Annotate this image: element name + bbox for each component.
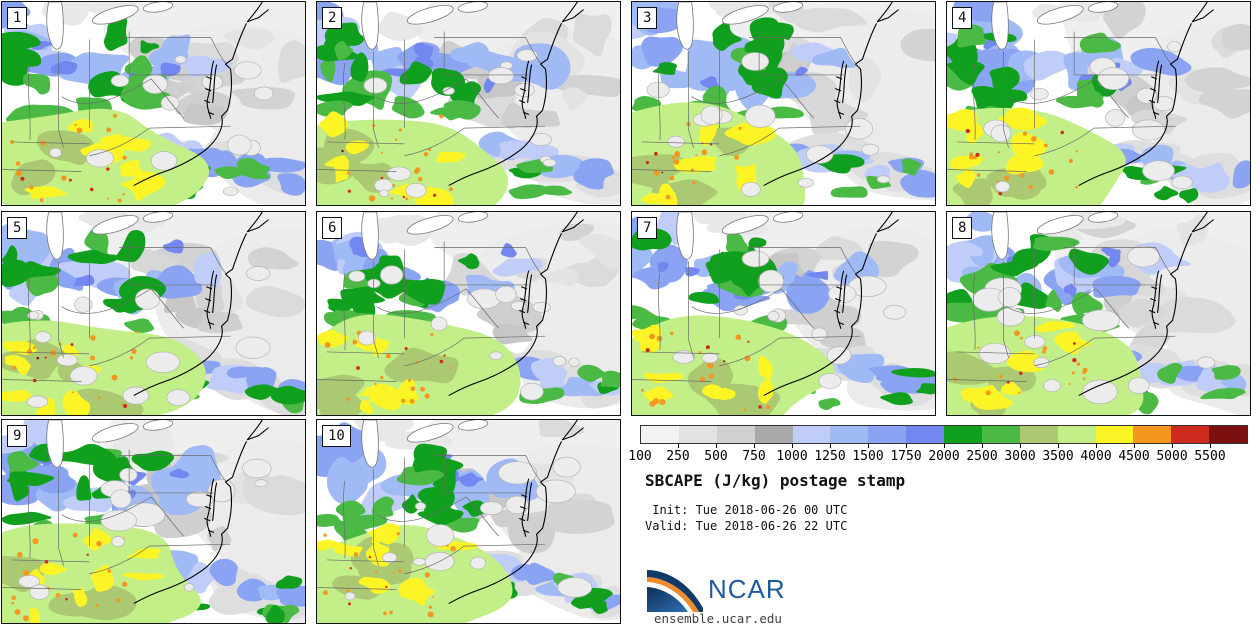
colorbar-tick-label: 5500 — [1194, 449, 1226, 464]
colorbar-tick — [716, 444, 717, 448]
colorbar-segment — [1209, 426, 1247, 443]
cape-map — [947, 2, 1250, 205]
colorbar-tick-label: 2500 — [966, 449, 998, 464]
ensemble-member-panel[interactable]: 3 — [631, 1, 936, 206]
colorbar-segment — [1133, 426, 1172, 443]
colorbar-tick-label: 500 — [704, 449, 728, 464]
colorbar-tick-label: 250 — [666, 449, 690, 464]
colorbar-tick-label: 2000 — [928, 449, 960, 464]
valid-time: Valid: Tue 2018-06-26 22 UTC — [645, 519, 848, 533]
ensemble-member-panel[interactable]: 8 — [946, 211, 1251, 416]
colorbar-tick-label: 1000 — [776, 449, 808, 464]
ensemble-member-panel[interactable]: 2 — [316, 1, 621, 206]
colorbar-tick — [1172, 444, 1173, 448]
member-number-badge: 4 — [952, 7, 973, 29]
member-number: 8 — [958, 220, 967, 236]
ncar-logo-text: NCAR — [708, 574, 786, 604]
cape-map — [2, 2, 305, 205]
colorbar-tick — [1210, 444, 1211, 448]
colorbar-tick — [868, 444, 869, 448]
colorbar-tick-label: 5000 — [1156, 449, 1188, 464]
cape-map — [2, 420, 305, 623]
colorbar-tick — [1020, 444, 1021, 448]
colorbar-tick-label: 3500 — [1042, 449, 1074, 464]
member-number-badge: 10 — [322, 425, 351, 447]
member-number-badge: 7 — [637, 217, 658, 239]
colorbar-segment — [641, 426, 679, 443]
colorbar-tick-label: 750 — [742, 449, 766, 464]
member-number-badge: 9 — [7, 425, 28, 447]
ensemble-member-panel[interactable]: 6 — [316, 211, 621, 416]
member-number-badge: 5 — [7, 217, 28, 239]
ensemble-member-panel[interactable]: 7 — [631, 211, 936, 416]
colorbar-tick — [1134, 444, 1135, 448]
colorbar-tick — [982, 444, 983, 448]
ensemble-member-panel[interactable]: 4 — [946, 1, 1251, 206]
colorbar-segment — [678, 426, 717, 443]
member-number-badge: 8 — [952, 217, 973, 239]
colorbar-segment — [1057, 426, 1096, 443]
member-number: 6 — [328, 220, 337, 236]
colorbar-segment — [1019, 426, 1058, 443]
colorbar-tick — [944, 444, 945, 448]
colorbar-tick — [754, 444, 755, 448]
colorbar-segment — [1095, 426, 1134, 443]
colorbar-segment — [716, 426, 755, 443]
member-number: 1 — [13, 10, 22, 26]
cape-map — [2, 212, 305, 415]
member-number-badge: 3 — [637, 7, 658, 29]
legend-panel: 100 250 500 750 1000 1250 1500 1750 2000 2500 3000… — [628, 419, 1252, 627]
ensemble-member-panel[interactable]: 9 — [1, 419, 306, 624]
site-url: ensemble.ucar.edu — [654, 611, 782, 626]
colorbar-tick — [792, 444, 793, 448]
colorbar-tick-label: 3000 — [1004, 449, 1036, 464]
cape-map — [632, 2, 935, 205]
colorbar-segment — [1171, 426, 1210, 443]
colorbar-tick — [830, 444, 831, 448]
member-number: 3 — [643, 10, 652, 26]
product-title: SBCAPE (J/kg) postage stamp — [645, 471, 906, 490]
colorbar-segment — [868, 426, 907, 443]
init-time: Init: Tue 2018-06-26 00 UTC — [645, 503, 848, 517]
colorbar-tick-label: 100 — [628, 449, 652, 464]
ensemble-member-panel[interactable]: 10 — [316, 419, 621, 624]
ncar-logo: NCAR — [646, 566, 886, 612]
ensemble-member-panel[interactable]: 5 — [1, 211, 306, 416]
cape-map — [317, 420, 620, 623]
cape-map — [632, 212, 935, 415]
member-number: 2 — [328, 10, 337, 26]
colorbar-tick-label: 1500 — [852, 449, 884, 464]
cape-map — [317, 2, 620, 205]
ncar-swoosh-icon — [647, 570, 703, 612]
colorbar-tick-label: 4000 — [1080, 449, 1112, 464]
member-number-badge: 2 — [322, 7, 343, 29]
colorbar-tick — [1058, 444, 1059, 448]
member-number: 7 — [643, 220, 652, 236]
colorbar-segment — [754, 426, 793, 443]
colorbar-segment — [981, 426, 1020, 443]
cape-colorbar — [640, 425, 1248, 444]
colorbar-tick — [906, 444, 907, 448]
colorbar-segment — [906, 426, 944, 443]
cape-map — [947, 212, 1250, 415]
member-number: 4 — [958, 10, 967, 26]
member-number: 5 — [13, 220, 22, 236]
colorbar-tick — [1096, 444, 1097, 448]
colorbar-tick-label: 4500 — [1118, 449, 1150, 464]
colorbar-segment — [830, 426, 869, 443]
colorbar-segment — [944, 426, 982, 443]
member-number: 9 — [13, 428, 22, 444]
member-number-badge: 1 — [7, 7, 28, 29]
member-number: 10 — [328, 428, 345, 444]
cape-map — [317, 212, 620, 415]
colorbar-tick — [678, 444, 679, 448]
colorbar-tick-label: 1250 — [814, 449, 846, 464]
colorbar-tick-label: 1750 — [890, 449, 922, 464]
member-number-badge: 6 — [322, 217, 343, 239]
ensemble-member-panel[interactable]: 1 — [1, 1, 306, 206]
colorbar-segment — [792, 426, 831, 443]
